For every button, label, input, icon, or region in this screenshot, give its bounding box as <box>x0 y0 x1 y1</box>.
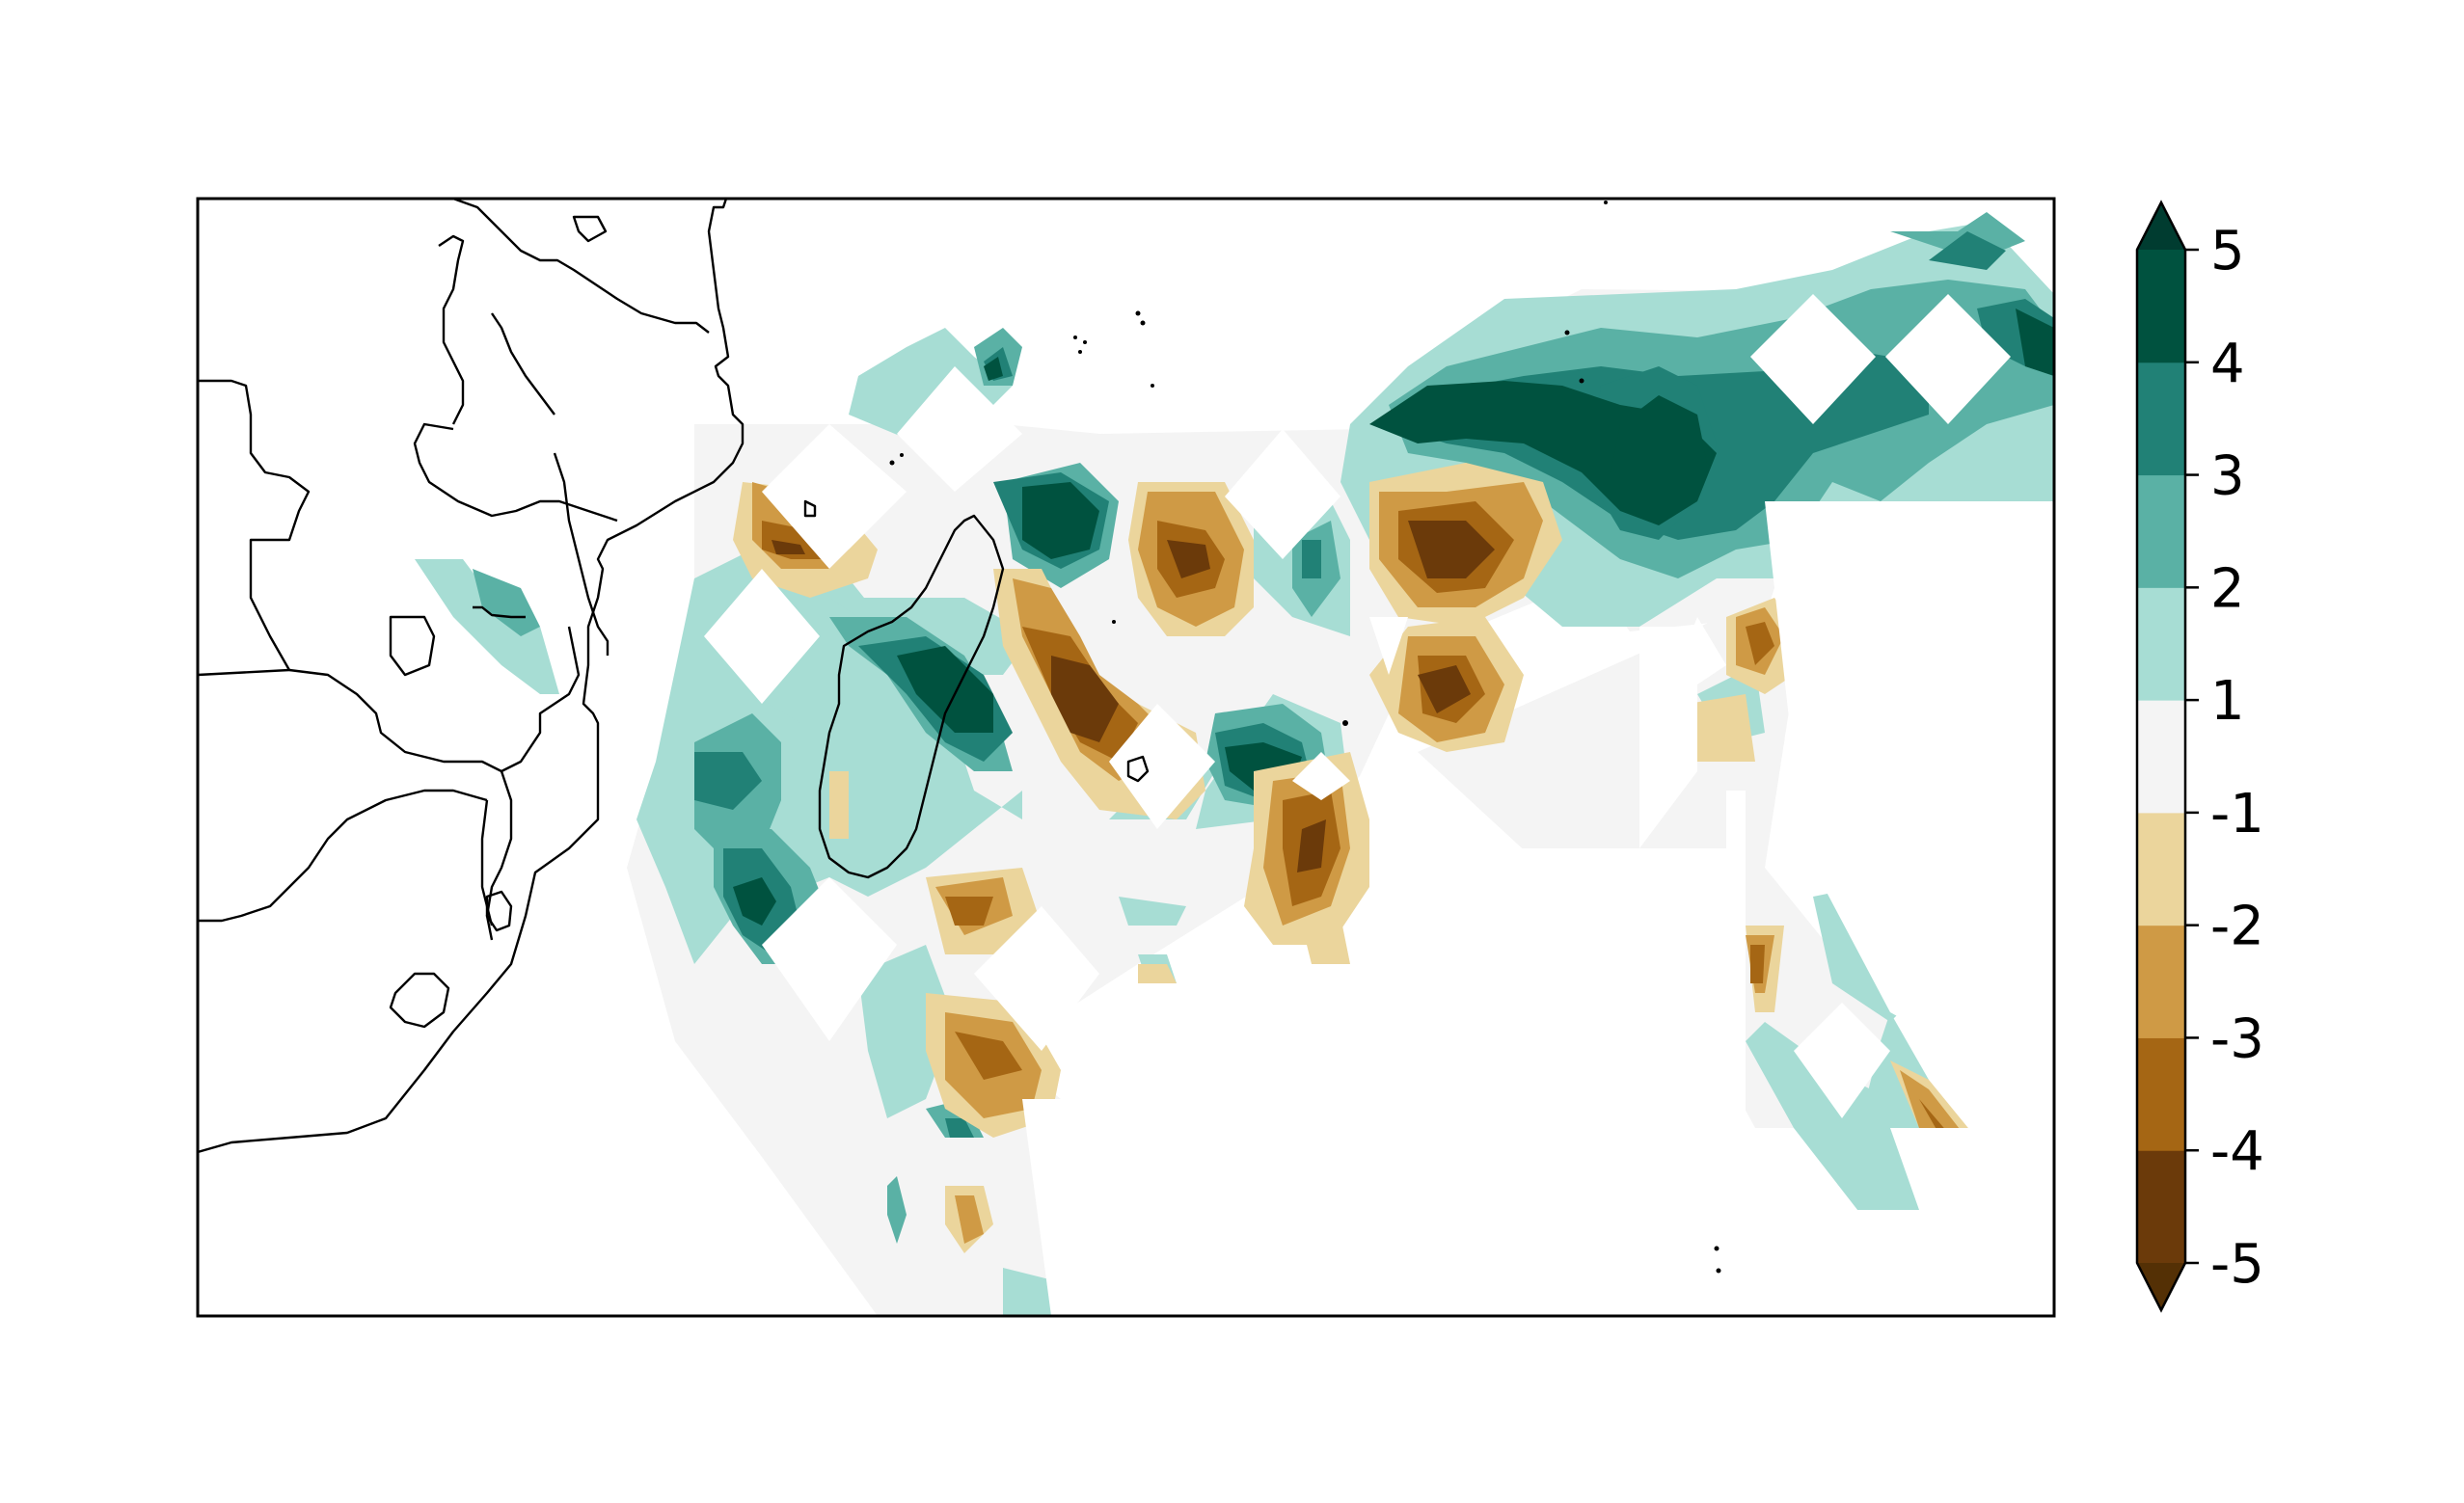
colorbar-band <box>2137 587 2185 700</box>
colorbar-tick-label: -1 <box>2210 783 2264 845</box>
colorbar-band <box>2137 1150 2185 1263</box>
colorbar-tick-label: 5 <box>2210 220 2245 282</box>
colorbar: 5 4 3 2 1 -1 -2 -3 -4 -5 <box>2137 202 2264 1310</box>
colorbar-tick-label: -2 <box>2210 896 2264 958</box>
map-panel <box>198 34 2054 1316</box>
colorbar-under-arrow <box>2137 1263 2185 1310</box>
colorbar-band <box>2137 1037 2185 1150</box>
colorbar-band <box>2137 362 2185 475</box>
colorbar-tick-label: 3 <box>2210 445 2245 508</box>
colorbar-tick-label: 1 <box>2210 670 2245 733</box>
colorbar-tick-label: -5 <box>2210 1233 2264 1296</box>
colorbar-band <box>2137 813 2185 926</box>
colorbar-band <box>2137 700 2185 813</box>
colorbar-tick-label: 4 <box>2210 333 2245 395</box>
colorbar-tick-label: -4 <box>2210 1120 2264 1183</box>
colorbar-tick-label: -3 <box>2210 1007 2264 1070</box>
colorbar-ticks: 5 4 3 2 1 -1 -2 -3 -4 -5 <box>2185 220 2264 1296</box>
colorbar-band <box>2137 250 2185 362</box>
colorbar-tick-label: 2 <box>2210 557 2245 620</box>
colorbar-bands <box>2137 250 2185 1264</box>
colorbar-band <box>2137 475 2185 588</box>
colorbar-over-arrow <box>2137 202 2185 250</box>
colorbar-band <box>2137 926 2185 1038</box>
